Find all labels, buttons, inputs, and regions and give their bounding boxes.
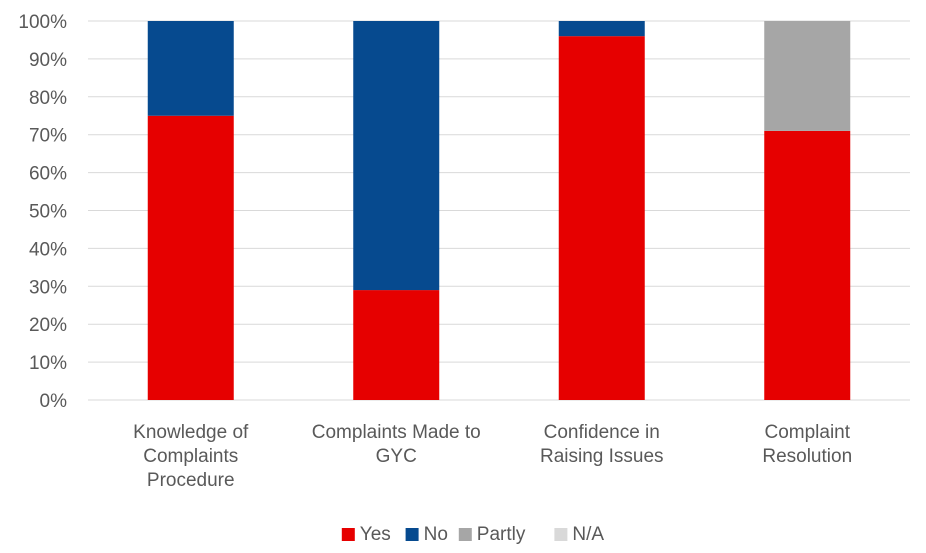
y-tick-label: 70% bbox=[29, 126, 67, 147]
legend-label: Partly bbox=[477, 524, 526, 545]
bar-segment-yes bbox=[147, 115, 234, 400]
legend-label: Yes bbox=[360, 524, 391, 545]
legend-swatch bbox=[554, 528, 568, 541]
y-tick-label: 90% bbox=[29, 50, 67, 71]
y-tick-label: 10% bbox=[29, 353, 67, 374]
x-category-label: Confidence in Raising Issues bbox=[540, 422, 664, 467]
legend-swatch bbox=[405, 528, 419, 541]
y-tick-label: 30% bbox=[29, 277, 67, 298]
y-tick-label: 0% bbox=[40, 391, 68, 412]
bar-segment-yes bbox=[353, 290, 440, 400]
y-tick-label: 80% bbox=[29, 88, 67, 109]
y-tick-label: 40% bbox=[29, 239, 67, 260]
legend-swatch bbox=[341, 528, 355, 541]
legend: Yes No Partly N/A bbox=[341, 524, 604, 545]
legend-label: N/A bbox=[572, 524, 604, 545]
bar-segment-no bbox=[353, 21, 440, 291]
y-tick-label: 50% bbox=[29, 202, 67, 223]
bars bbox=[147, 21, 851, 400]
legend-swatch bbox=[458, 528, 472, 541]
bar-segment-partly bbox=[764, 21, 851, 131]
bar-segment-yes bbox=[764, 130, 851, 400]
y-tick-label: 100% bbox=[18, 12, 67, 33]
y-tick-label: 60% bbox=[29, 164, 67, 185]
legend-label: No bbox=[424, 524, 448, 545]
y-tick-label: 20% bbox=[29, 315, 67, 336]
x-category-label: Knowledge of Complaints Procedure bbox=[133, 422, 249, 491]
bar-segment-no bbox=[147, 21, 234, 116]
x-axis-category-labels: Knowledge of Complaints Procedure Complaint… bbox=[133, 422, 852, 491]
bar-segment-no bbox=[558, 21, 645, 37]
bar-segment-yes bbox=[558, 36, 645, 400]
x-category-label: Complaint Resolution bbox=[762, 422, 852, 467]
x-category-label: Complaints Made to GYC bbox=[312, 422, 481, 467]
y-axis-tick-labels: 0% 10% 20% 30% 40% 50% 60% 70% 80% 90% 100% bbox=[18, 12, 67, 412]
